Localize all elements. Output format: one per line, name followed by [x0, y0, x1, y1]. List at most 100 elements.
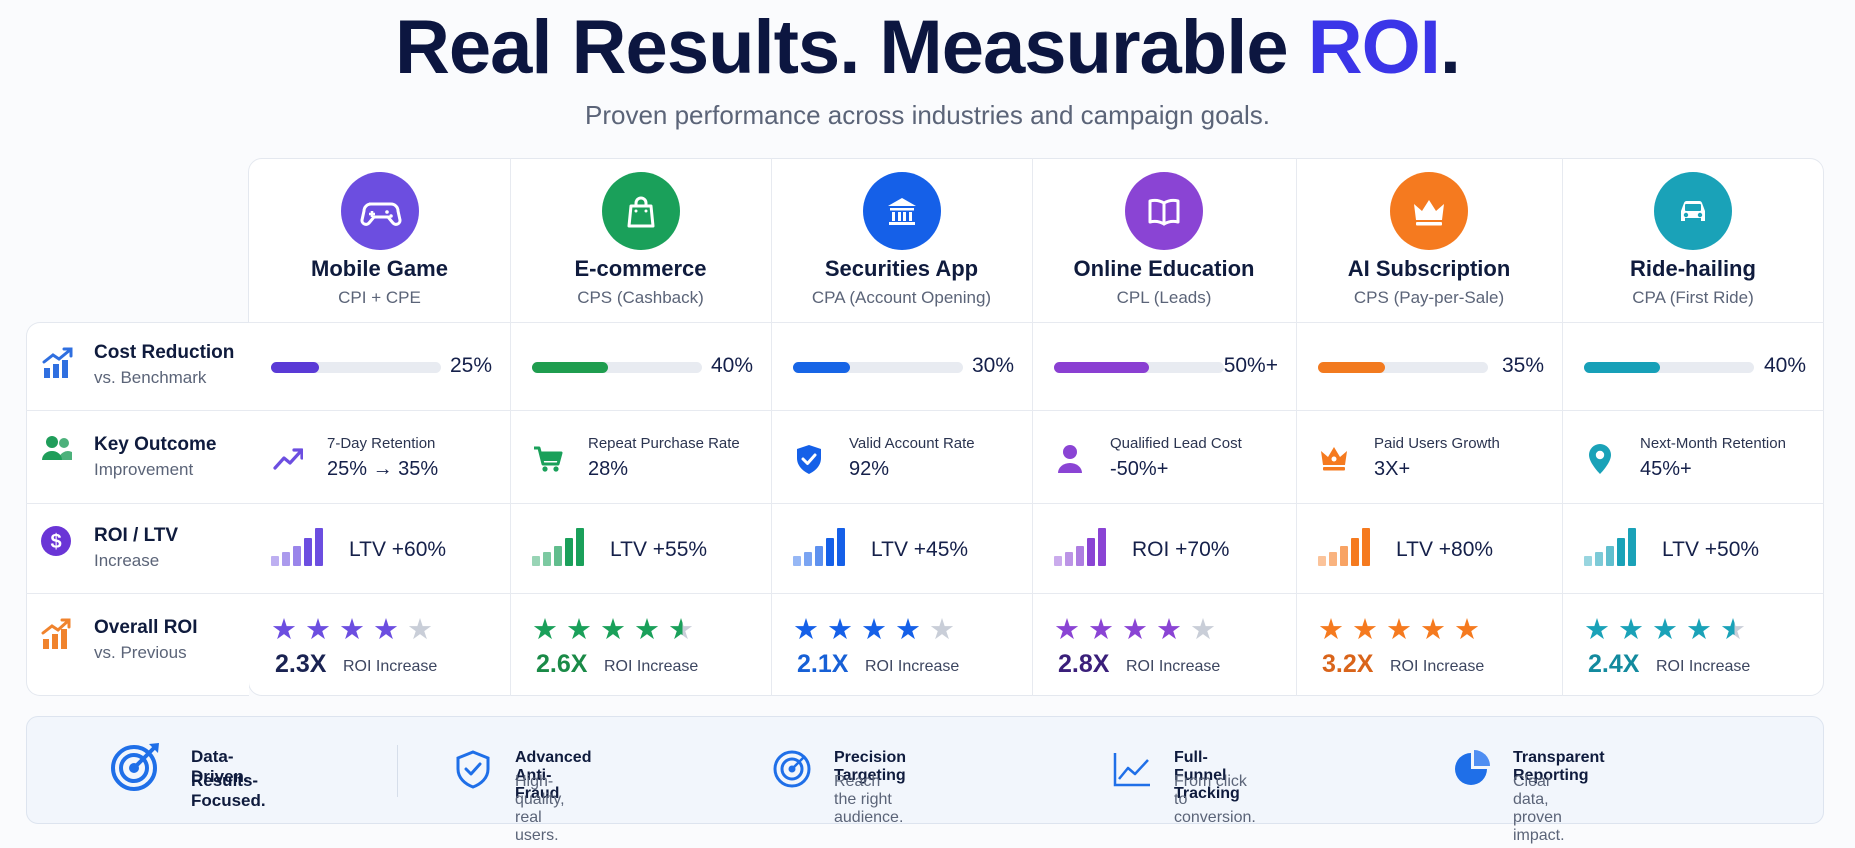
- roi-ltv-value: ROI +70%: [1132, 538, 1230, 561]
- feature-subtitle: Clear data, proven impact.: [1513, 773, 1565, 844]
- cost-reduction-bar-fill: [1318, 362, 1385, 373]
- signal-bars-icon: [271, 528, 323, 566]
- crown-icon-badge: [1390, 172, 1468, 250]
- key-outcome-value: 28%: [588, 458, 629, 480]
- row-label-overall-roi: Overall ROI vs. Previous: [26, 593, 249, 696]
- column-securities-app: Securities App CPA (Account Opening) 30% Va…: [771, 158, 1032, 696]
- key-outcome-value: 25% → 35%: [327, 458, 439, 480]
- star-rating: ★ ★ ★ ★ ★: [271, 613, 441, 647]
- key-outcome-label: Paid Users Growth: [1374, 435, 1500, 452]
- footer-brand-line2: Results-Focused.: [191, 771, 266, 810]
- row-label-subtitle: Improvement: [94, 460, 194, 479]
- row-label-cost-reduction: Cost Reduction vs. Benchmark: [26, 322, 249, 410]
- key-outcome-label: Next-Month Retention: [1640, 435, 1786, 452]
- column-online-education: Online Education CPL (Leads) 50%+ Qualified…: [1032, 158, 1296, 696]
- feature-subtitle: High-quality, real users.: [515, 773, 565, 844]
- star-icon: ★: [1454, 614, 1480, 646]
- person-icon: [1058, 445, 1082, 473]
- cost-reduction-bar-fill: [532, 362, 608, 373]
- cart-icon: [534, 446, 563, 472]
- star-icon: ★: [600, 614, 626, 646]
- star-icon: ★: [1686, 614, 1712, 646]
- column-divider: [1296, 158, 1297, 696]
- star-rating: ★ ★ ★ ★ ★: [532, 613, 697, 647]
- feature-title: Transparent Reporting: [1513, 749, 1605, 784]
- column-pricing-model: CPI + CPE: [338, 288, 421, 307]
- cost-reduction-value: 30%: [971, 354, 1014, 377]
- trend-up-icon: [273, 448, 303, 470]
- target-arrow-icon: [111, 743, 159, 791]
- feature-title: Full-Funnel Tracking: [1174, 749, 1240, 802]
- overall-roi-value: 2.4X: [1588, 650, 1640, 678]
- star-icon: ★: [929, 614, 955, 646]
- star-icon: ★: [407, 614, 433, 646]
- shopping-bag-icon: [627, 196, 654, 228]
- bank-icon: [887, 198, 916, 225]
- cost-reduction-bar: [271, 362, 441, 373]
- star-icon: ★: [634, 614, 660, 646]
- column-divider: [1032, 158, 1033, 696]
- cost-reduction-value: 40%: [710, 354, 753, 377]
- cost-reduction-value: 50%+: [1223, 354, 1278, 377]
- star-icon: ★: [1054, 614, 1080, 646]
- svg-text:$: $: [50, 531, 61, 553]
- feature-title: Precision Targeting: [834, 749, 907, 784]
- star-icon: ★: [1190, 614, 1216, 646]
- key-outcome-label: Qualified Lead Cost: [1110, 435, 1242, 452]
- cost-reduction-bar: [793, 362, 963, 373]
- cost-reduction-value: 25%: [449, 354, 492, 377]
- row-label-title: ROI / LTV: [94, 525, 179, 546]
- map-pin-icon: [1589, 444, 1611, 474]
- column-title: Mobile Game: [311, 256, 448, 281]
- footer-brand-line1: Data-Driven.: [191, 747, 249, 786]
- roi-ltv-value: LTV +80%: [1396, 538, 1494, 561]
- star-icon: ★: [668, 613, 697, 647]
- overall-roi-caption: ROI Increase: [604, 658, 699, 675]
- key-outcome-label: 7-Day Retention: [327, 435, 436, 452]
- star-rating: ★ ★ ★ ★ ★: [793, 613, 963, 647]
- row-label-title: Key Outcome: [94, 434, 217, 455]
- star-icon: ★: [305, 614, 331, 646]
- overall-roi-caption: ROI Increase: [1656, 658, 1751, 675]
- feature-footer: Data-Driven. Results-Focused. Advanced A…: [26, 716, 1824, 844]
- overall-roi-caption: ROI Increase: [1126, 658, 1221, 675]
- star-icon: ★: [895, 614, 921, 646]
- column-divider: [1562, 158, 1563, 696]
- column-pricing-model: CPA (Account Opening): [811, 288, 992, 307]
- column-ai-subscription: AI Subscription CPS (Pay-per-Sale) 35% Paid…: [1296, 158, 1562, 696]
- star-icon: ★: [1386, 614, 1412, 646]
- crown-small-icon: [1321, 447, 1347, 471]
- signal-bars-icon: [1584, 528, 1636, 566]
- overall-roi-value: 2.1X: [797, 650, 849, 678]
- overall-roi-value: 2.8X: [1058, 650, 1110, 678]
- growth-chart-icon: [41, 618, 71, 649]
- column-title: AI Subscription: [1347, 256, 1511, 281]
- feature-title: Advanced Anti-Fraud: [515, 749, 592, 802]
- bar-chart-up-icon: [42, 347, 73, 378]
- overall-roi-value: 3.2X: [1322, 650, 1374, 678]
- star-icon: ★: [532, 614, 558, 646]
- column-title: Securities App: [824, 256, 979, 281]
- book-icon: [1148, 198, 1180, 226]
- column-title: Online Education: [1073, 256, 1255, 281]
- overall-roi-caption: ROI Increase: [865, 658, 960, 675]
- shield-check-icon: [797, 445, 821, 474]
- overall-roi-value: 2.6X: [536, 650, 588, 678]
- row-label-roi-ltv: $ ROI / LTV Increase: [26, 503, 249, 593]
- feature-subtitle: From click to conversion.: [1174, 773, 1256, 826]
- column-pricing-model: CPA (First Ride): [1632, 288, 1754, 307]
- column-title: E-commerce: [574, 256, 707, 281]
- column-e-commerce: E-commerce CPS (Cashback) 40% Repeat Purcha…: [510, 158, 771, 696]
- roi-ltv-value: LTV +55%: [610, 538, 708, 561]
- signal-bars-icon: [1054, 528, 1106, 566]
- shopping-bag-icon-badge: [601, 172, 680, 250]
- cost-reduction-bar-fill: [271, 362, 319, 373]
- star-rating: ★ ★ ★ ★ ★: [1584, 613, 1749, 647]
- row-divider: [26, 503, 1824, 504]
- book-icon-badge: [1125, 172, 1203, 250]
- cost-reduction-bar: [1584, 362, 1754, 373]
- dollar-icon: $: [41, 526, 71, 556]
- roi-ltv-value: LTV +45%: [871, 538, 969, 561]
- cost-reduction-value: 35%: [1501, 354, 1544, 377]
- target-icon: [773, 750, 811, 788]
